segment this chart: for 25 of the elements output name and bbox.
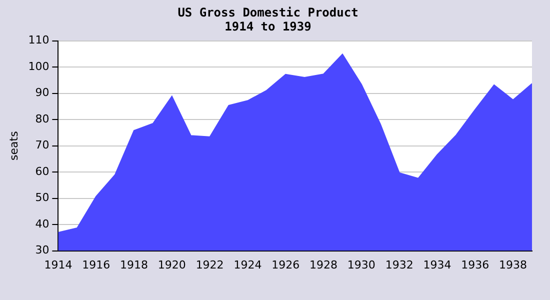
x-tick-label: 1916 [82, 258, 110, 272]
x-tick-label: 1934 [423, 258, 452, 272]
x-tick-label: 1922 [196, 258, 224, 272]
x-tick-label: 1924 [234, 258, 262, 272]
x-tick-label: 1928 [310, 258, 338, 272]
x-tick-label: 1918 [120, 258, 148, 272]
y-tick-label: 110 [28, 34, 50, 47]
y-axis-title: seats [7, 130, 20, 160]
y-tick-label: 80 [35, 112, 50, 126]
y-tick-label: 60 [35, 164, 50, 178]
chart-subtitle: 1914 to 1939 [224, 20, 312, 34]
chart-title: US Gross Domestic Product [178, 5, 358, 20]
x-tick-label: 1920 [158, 258, 186, 272]
x-tick-label: 1938 [499, 258, 528, 272]
y-tick-label: 70 [35, 138, 50, 152]
x-tick-label: 1936 [461, 258, 490, 272]
x-tick-label: 1914 [44, 258, 72, 272]
x-tick-label: 1932 [385, 258, 414, 272]
x-tick-label: 1926 [272, 258, 300, 272]
y-tick-label: 30 [35, 244, 50, 257]
y-tick-label: 100 [28, 60, 50, 73]
y-tick-label: 50 [35, 191, 50, 204]
y-tick-label: 40 [35, 217, 50, 230]
y-tick-label: 90 [35, 86, 50, 100]
x-tick-label: 1930 [347, 258, 376, 272]
